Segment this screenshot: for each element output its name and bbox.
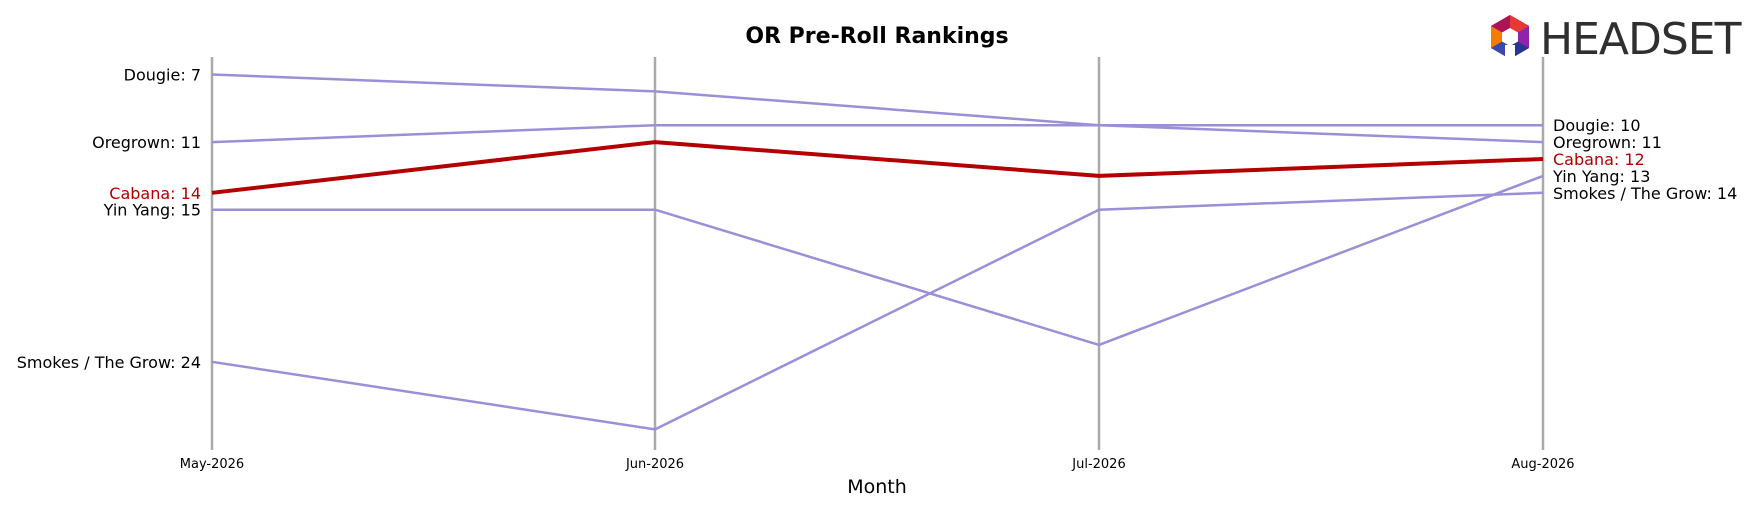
right-label-smokes-the-grow: Smokes / The Grow: 14 — [1553, 184, 1737, 203]
left-label-smokes-the-grow: Smokes / The Grow: 24 — [17, 353, 201, 372]
left-label-dougie: Dougie: 7 — [124, 66, 201, 85]
x-tick-label: Jun-2026 — [625, 457, 684, 472]
gridlines — [210, 57, 1545, 450]
right-label-dougie: Dougie: 10 — [1553, 116, 1641, 135]
x-tick-label: May-2026 — [180, 457, 244, 472]
logo-text: HEADSET — [1540, 14, 1742, 65]
series-line-cabana — [211, 140, 1544, 195]
left-label-oregrown: Oregrown: 11 — [92, 133, 201, 152]
series-line-yin-yang — [212, 174, 1544, 347]
left-label-cabana: Cabana: 14 — [109, 184, 201, 203]
chart-title: OR Pre-Roll Rankings — [745, 24, 1008, 49]
x-axis-label: Month — [847, 476, 907, 498]
series-line-smokes-the-grow — [211, 191, 1544, 431]
left-label-yin-yang: Yin Yang: 15 — [103, 201, 201, 220]
headset-logo-icon — [1491, 15, 1529, 61]
right-label-yin-yang: Yin Yang: 13 — [1552, 167, 1650, 186]
headset-logo: HEADSET — [1491, 14, 1743, 65]
x-tick-labels: May-2026 Jun-2026 Jul-2026 Aug-2026 — [180, 457, 1575, 472]
series-line-dougie — [211, 73, 1543, 127]
right-label-cabana: Cabana: 12 — [1553, 150, 1645, 169]
x-tick-label: Jul-2026 — [1071, 457, 1125, 472]
series-lines — [211, 73, 1544, 431]
series-line-oregrown — [211, 123, 1544, 144]
x-tick-label: Aug-2026 — [1511, 457, 1574, 472]
right-label-oregrown: Oregrown: 11 — [1553, 133, 1662, 152]
